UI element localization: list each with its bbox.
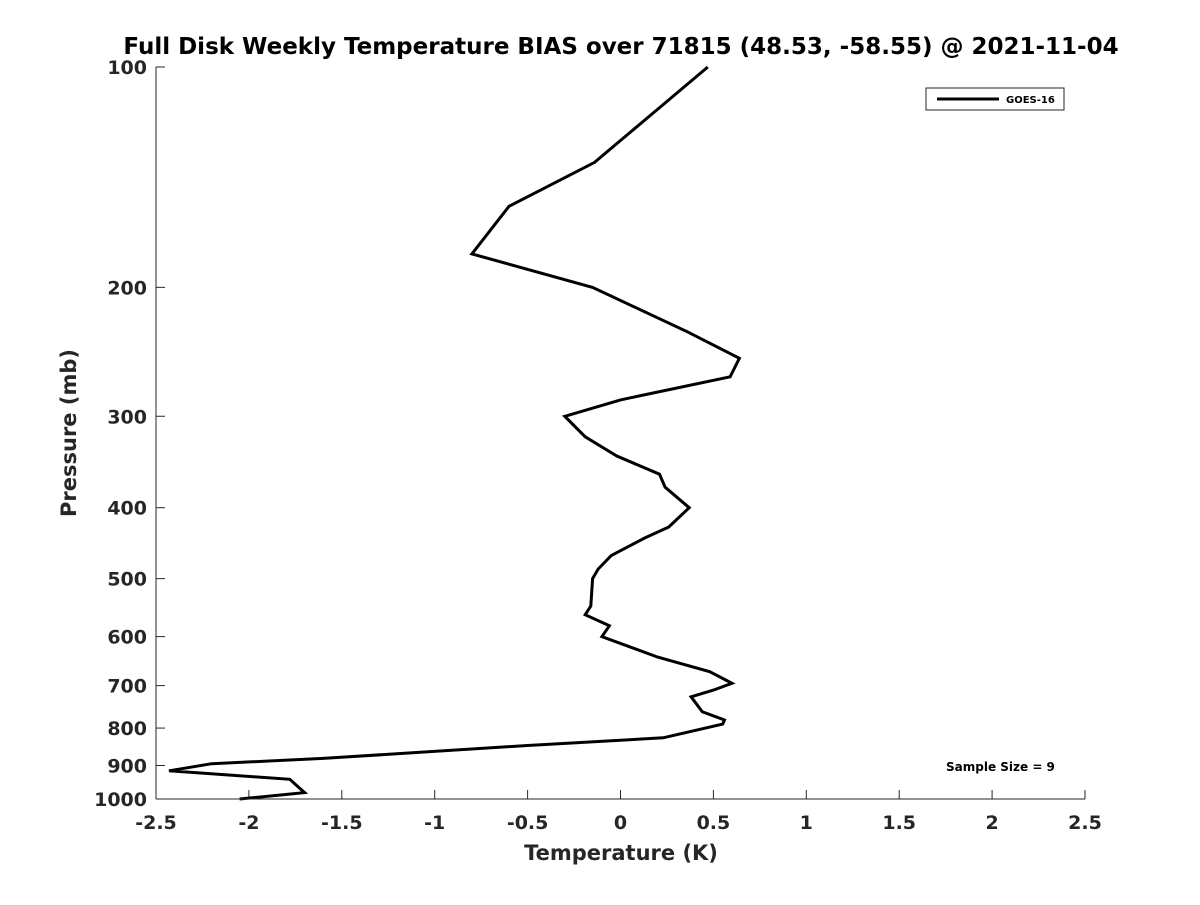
y-tick-label: 400 xyxy=(107,498,147,520)
x-tick-label: 0.5 xyxy=(697,812,731,834)
y-axis-ticks: 100 200 300 400 500 600 700 800 900 1000 xyxy=(94,57,165,811)
x-tick-label: -2 xyxy=(238,812,259,834)
y-tick-label: 200 xyxy=(107,277,147,299)
x-axis-ticks: -2.5 -2 -1.5 -1 -0.5 0 0.5 1 1.5 2 2.5 xyxy=(135,790,1102,834)
y-tick-label: 700 xyxy=(107,676,147,698)
y-tick-label: 900 xyxy=(107,756,147,778)
y-tick-label: 100 xyxy=(107,57,147,79)
x-tick-label: -2.5 xyxy=(135,812,177,834)
sample-size-annotation: Sample Size = 9 xyxy=(946,760,1055,774)
x-tick-label: 1.5 xyxy=(882,812,916,834)
x-tick-label: -1 xyxy=(424,812,445,834)
x-axis-label: Temperature (K) xyxy=(524,841,718,865)
series-line-goes-16 xyxy=(168,65,742,801)
x-tick-label: -0.5 xyxy=(507,812,549,834)
legend: GOES-16 xyxy=(925,87,1065,111)
y-axis-label: Pressure (mb) xyxy=(57,349,81,517)
x-tick-label: -1.5 xyxy=(321,812,363,834)
y-tick-label: 300 xyxy=(107,406,147,428)
series-layer xyxy=(168,65,742,801)
x-tick-label: 2.5 xyxy=(1068,812,1102,834)
y-tick-label: 500 xyxy=(107,569,147,591)
x-tick-label: 0 xyxy=(614,812,627,834)
y-tick-label: 1000 xyxy=(94,789,147,811)
y-tick-label: 800 xyxy=(107,718,147,740)
x-tick-label: 1 xyxy=(800,812,813,834)
x-tick-label: 2 xyxy=(985,812,998,834)
chart-title: Full Disk Weekly Temperature BIAS over 7… xyxy=(123,34,1118,60)
legend-label: GOES-16 xyxy=(1006,95,1055,106)
y-tick-label: 600 xyxy=(107,627,147,649)
